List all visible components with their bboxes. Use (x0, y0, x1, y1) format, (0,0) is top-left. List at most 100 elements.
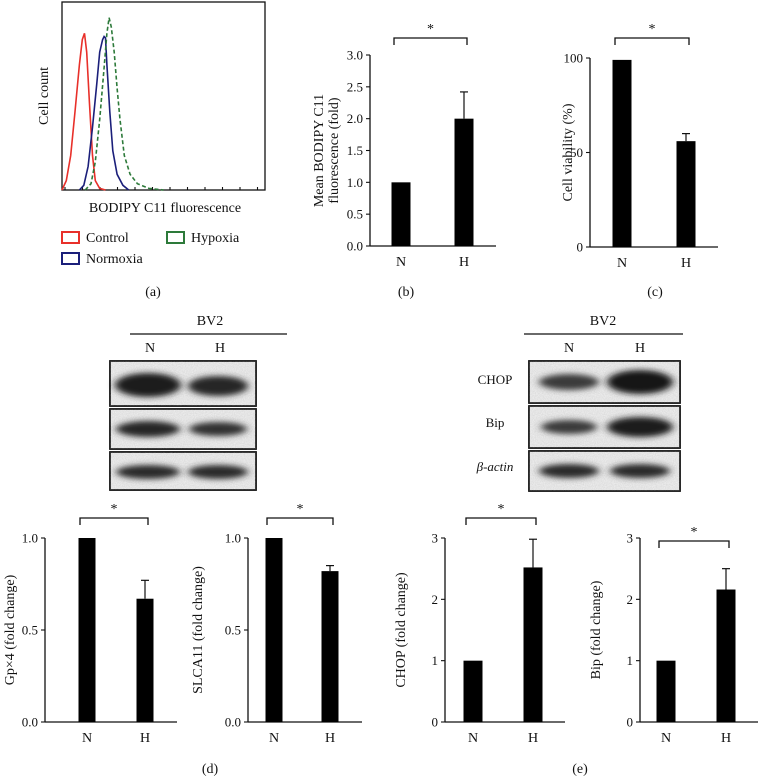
panel-letter-d: (d) (202, 762, 219, 777)
panel-letter-e: (e) (572, 762, 588, 777)
blot-left-lane-h: H (215, 341, 225, 356)
bar-h (523, 567, 543, 722)
significance-star: * (297, 502, 304, 517)
bar-n (463, 660, 483, 722)
x-tick-label: H (325, 731, 335, 746)
blot-right-lane-n: N (564, 341, 574, 356)
y-axis-label: fluorescence (fold) (327, 97, 342, 203)
y-tick-label: 2 (432, 592, 439, 607)
y-tick-label: 1.0 (22, 531, 38, 546)
significance-star: * (427, 22, 434, 37)
histogram-x-ticks (64, 187, 259, 190)
blot-left-strip-1 (109, 360, 257, 407)
histogram-series (61, 17, 164, 191)
y-tick-label: 3 (432, 531, 439, 546)
legend-swatch-hypoxia (166, 231, 185, 244)
histogram-legend: Control Normoxia Hypoxia (61, 231, 240, 267)
bar-n (391, 182, 411, 246)
y-tick-label: 2.5 (347, 79, 363, 94)
histogram-x-label: BODIPY C11 fluorescence (89, 201, 241, 216)
legend-hypoxia-label: Hypoxia (191, 231, 240, 246)
y-tick-label: 0.5 (22, 623, 38, 638)
significance-star: * (111, 502, 118, 517)
significance-bracket (465, 517, 537, 525)
significance-star: * (498, 502, 505, 517)
x-tick-label: N (661, 731, 671, 746)
bar-h (454, 118, 474, 246)
legend-swatch-normoxia (61, 252, 80, 265)
blot-right-strip-bip (528, 405, 681, 449)
histogram-line-hypoxia (84, 17, 164, 191)
blot-left-lane-n: N (145, 341, 155, 356)
panel-b-bar-chart: 0.0 0.5 1.0 1.5 2.0 2.5 3.0 N H * Mean BODIPY C11 f… (312, 22, 496, 270)
bar-h (716, 589, 736, 722)
y-tick-label: 100 (564, 51, 584, 66)
significance-star: * (691, 525, 698, 540)
blot-row-label-beta-actin: β-actin (476, 459, 514, 474)
y-tick-label: 0 (577, 240, 584, 255)
bar-n (656, 660, 676, 722)
y-axis-label: CHOP (fold change) (394, 572, 409, 688)
x-tick-label: N (82, 731, 92, 746)
blot-left-cell-line: BV2 (197, 314, 223, 329)
significance-bracket (393, 37, 468, 45)
y-tick-label: 0.5 (225, 623, 241, 638)
panel-c-bar-chart: 0 50 100 N H * Cell viability (%) (561, 22, 718, 271)
y-axis-label: Bip (fold change) (589, 580, 604, 679)
y-axis-label: Mean BODIPY C11 (312, 94, 327, 207)
bar-n (78, 538, 96, 722)
legend-normoxia-label: Normoxia (86, 252, 144, 267)
x-tick-label: H (528, 731, 538, 746)
histogram-line-control (61, 33, 106, 191)
y-tick-label: 3 (627, 531, 634, 546)
y-tick-label: 0.0 (347, 239, 363, 254)
significance-bracket (79, 517, 149, 525)
y-tick-label: 2 (627, 592, 634, 607)
y-tick-label: 0 (627, 715, 634, 730)
histogram-line-normoxia (78, 35, 130, 191)
y-tick-label: 1.5 (347, 143, 363, 158)
y-tick-label: 0.5 (347, 207, 363, 222)
bar-n (612, 59, 632, 247)
y-axis-label: Cell viability (%) (561, 103, 576, 201)
y-tick-label: 1 (432, 653, 439, 668)
bar-h (676, 141, 696, 247)
blot-right-cell-line: BV2 (590, 314, 616, 329)
panel-letter-b: (b) (398, 285, 415, 300)
x-tick-label: H (721, 731, 731, 746)
blot-row-label-chop: CHOP (478, 372, 513, 387)
legend-swatch-control (61, 231, 80, 244)
y-tick-label: 0 (432, 715, 439, 730)
blot-right-strip-beta-actin (528, 450, 681, 492)
panel-letter-c: (c) (647, 285, 663, 300)
panel-letter-a: (a) (145, 285, 161, 300)
x-tick-label: N (468, 731, 478, 746)
significance-bracket (658, 540, 730, 548)
y-tick-label: 3.0 (347, 48, 363, 63)
significance-bracket (614, 37, 690, 45)
x-tick-label: H (681, 256, 691, 271)
y-axis-label: SLCA11 (fold change) (191, 566, 206, 694)
significance-bracket (266, 517, 334, 525)
blot-right-lane-h: H (635, 341, 645, 356)
bar-n (265, 538, 283, 722)
panel-e-chop-bar-chart: 0 1 2 3 N H * CHOP (fold change) (394, 502, 565, 746)
y-tick-label: 2.0 (347, 111, 363, 126)
x-tick-label: N (617, 256, 627, 271)
y-tick-label: 1.0 (347, 175, 363, 190)
western-blot-left: BV2 N H (109, 314, 287, 491)
x-tick-label: H (140, 731, 150, 746)
x-tick-label: H (459, 255, 469, 270)
legend-control-label: Control (86, 231, 129, 246)
bar-h (321, 571, 339, 722)
y-tick-label: 0.0 (225, 715, 241, 730)
bar-h (136, 598, 154, 722)
blot-left-strip-2 (109, 408, 257, 450)
panel-d-gpx4-bar-chart: 0.0 0.5 1.0 N H * Gp×4 (fold change) (3, 502, 177, 746)
panel-a-histogram: Cell count BODIPY C11 fluorescence Contr… (37, 1, 266, 300)
western-blot-right: BV2 N H CHOP Bip β-actin (476, 314, 683, 492)
blot-right-strip-chop (528, 360, 681, 404)
x-tick-label: N (396, 255, 406, 270)
significance-star: * (649, 22, 656, 37)
